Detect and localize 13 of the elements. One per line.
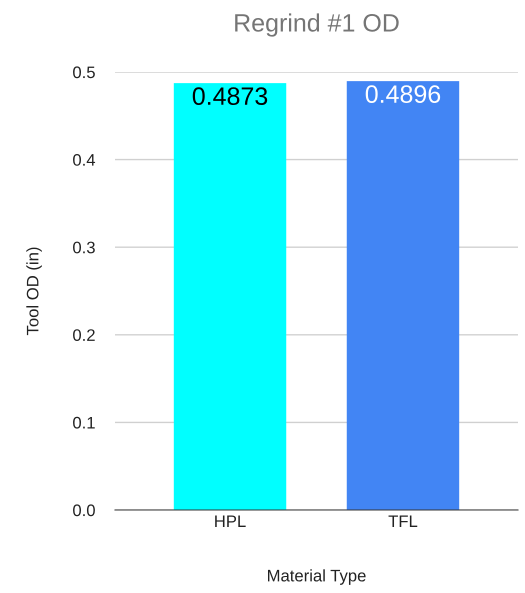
y-tick-label: 0.4 [73, 154, 96, 166]
y-tick-label: 0.2 [73, 329, 95, 342]
chart-title: Regrind #1 OD [235, 13, 399, 37]
y-axis-title: Tool OD (in) [26, 248, 42, 336]
y-tick-label: 0.3 [73, 242, 95, 254]
y-tick-label: 0.0 [73, 504, 95, 516]
y-tick-label: 0.1 [73, 416, 95, 429]
x-tick-label: HPL [215, 515, 246, 527]
data-label: 0.4873 [192, 87, 268, 105]
x-axis-title: Material Type [268, 569, 366, 585]
x-tick-label: TFL [388, 515, 418, 527]
y-tick-label: 0.5 [73, 66, 95, 78]
data-label: 0.4896 [366, 85, 440, 103]
